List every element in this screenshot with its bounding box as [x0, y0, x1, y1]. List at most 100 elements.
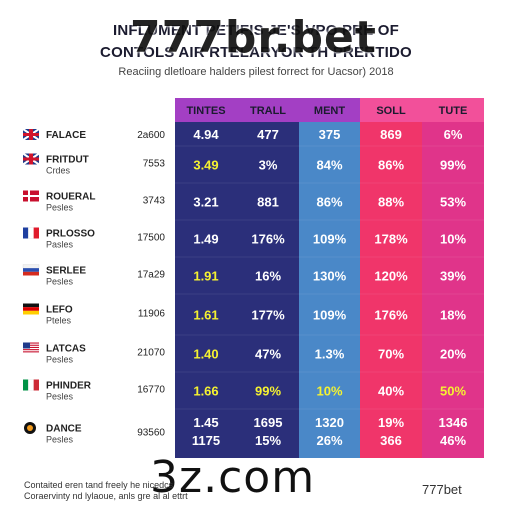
row-label: FALACE [46, 130, 86, 141]
row-total-value: 93560 [137, 428, 165, 439]
column-background [175, 122, 237, 458]
column-background [237, 122, 299, 458]
germany-flag-icon [23, 307, 39, 311]
row-sublabel: Pesles [46, 203, 74, 213]
table-cell: 881 [257, 195, 279, 210]
table-cell: 375 [319, 127, 341, 142]
column-header-background [299, 98, 360, 122]
row-label: SERLEE [46, 266, 86, 277]
row-label: ROUERAL [46, 192, 95, 203]
row-label: LEFO [46, 305, 73, 316]
table-cell: 109% [313, 308, 347, 323]
table-cell: 86% [316, 195, 342, 210]
table-cell: 15% [255, 433, 281, 448]
us-flag-icon [23, 342, 30, 349]
table-cell: 120% [374, 269, 408, 284]
watermark-corner: 777bet [422, 482, 462, 497]
row-sublabel: Pasles [46, 240, 74, 250]
table-cell: 3.49 [193, 158, 218, 173]
table-cell: 1.3% [315, 347, 345, 362]
table-cell: 18% [440, 308, 466, 323]
uk-flag-icon [23, 133, 39, 136]
column-header-label: TUTE [439, 105, 468, 117]
france-flag-icon [23, 227, 29, 239]
table-cell: 20% [440, 347, 466, 362]
table-cell: 1.40 [193, 347, 218, 362]
column-header-background [175, 98, 237, 122]
denmark-flag-icon [23, 195, 39, 197]
column-header-label: SOLL [376, 105, 406, 117]
row-total-value: 21070 [137, 348, 165, 359]
row-total-value: 11906 [138, 309, 166, 320]
france-flag-icon [33, 227, 39, 239]
column-header-background [237, 98, 299, 122]
column-background [422, 122, 484, 458]
footnote-line2: Coraervinty nd lylaoue, anls gre al al e… [24, 491, 188, 501]
table-cell: 3% [259, 158, 278, 173]
table-cell: 1.49 [193, 232, 218, 247]
table-cell: 1.45 [193, 415, 218, 430]
watermark-top: 777br.bet [130, 12, 377, 63]
us-flag-icon [23, 346, 39, 348]
table-cell: 53% [440, 195, 466, 210]
table-cell: 1.91 [193, 269, 218, 284]
column-header-label: MENT [314, 105, 345, 117]
row-label: FRITDUT [46, 155, 89, 166]
table-cell: 177% [251, 308, 285, 323]
footnote-line1: Contaited eren tand freely he nicedcs [24, 480, 174, 490]
table-cell: 109% [313, 232, 347, 247]
table-cell: 1.61 [193, 308, 218, 323]
table-cell: 1346 [439, 415, 468, 430]
table-cell: 88% [378, 195, 404, 210]
row-sublabel: Pesles [46, 277, 74, 287]
column-background [299, 122, 360, 458]
chart-title-line1: INFLUMENT PETIFIS JE'S VPO PRE OF [112, 22, 400, 39]
column-header-label: TINTES [186, 105, 225, 117]
italy-flag-icon [28, 379, 34, 391]
us-flag-icon [23, 344, 39, 346]
table-cell: 178% [374, 232, 408, 247]
row-sublabel: Pteles [46, 316, 72, 326]
table-cell: 6% [444, 127, 463, 142]
column-header-label: TRALL [250, 105, 286, 117]
row-total-value: 3743 [143, 196, 166, 207]
row-sublabel: Crdes [46, 166, 71, 176]
row-label: PHINDER [46, 381, 92, 392]
table-cell: 40% [378, 384, 404, 399]
table-cell: 4.94 [193, 127, 219, 142]
table-cell: 10% [440, 232, 466, 247]
france-flag-icon [28, 227, 34, 239]
table-cell: 10% [316, 384, 342, 399]
table-cell: 86% [378, 158, 404, 173]
row-total-value: 7553 [143, 159, 166, 170]
table-cell: 176% [374, 308, 408, 323]
row-sublabel: Pesles [46, 355, 74, 365]
row-total-value: 2a600 [137, 130, 165, 141]
russia-flag-icon [23, 268, 39, 272]
table-cell: 130% [313, 269, 347, 284]
table-cell: 477 [257, 127, 279, 142]
watermark-bottom: 3z.com [150, 452, 316, 503]
orb-flag-icon [27, 425, 33, 431]
table-cell: 366 [380, 433, 402, 448]
table-cell: 47% [255, 347, 281, 362]
chart-subtitle: Reaciing dletloare halders pilest forrec… [118, 66, 394, 78]
table-cell: 1175 [192, 433, 220, 448]
chart-title-line2: CONTOLS AIR RTELARYOR TH PRERTIDO [100, 44, 412, 61]
us-flag-icon [23, 351, 39, 353]
column-background [360, 122, 422, 458]
table-cell: 84% [316, 158, 342, 173]
table-cell: 46% [440, 433, 466, 448]
row-total-value: 17500 [137, 233, 165, 244]
table-cell: 26% [316, 433, 342, 448]
table-cell: 1.66 [193, 384, 218, 399]
us-flag-icon [23, 342, 39, 344]
italy-flag-icon [33, 379, 39, 391]
row-label: DANCE [46, 424, 82, 435]
table-cell: 869 [380, 127, 402, 142]
row-total-value: 16770 [137, 385, 165, 396]
table-cell: 99% [440, 158, 466, 173]
table-cell: 1695 [254, 415, 283, 430]
uk-flag-icon [23, 157, 39, 161]
